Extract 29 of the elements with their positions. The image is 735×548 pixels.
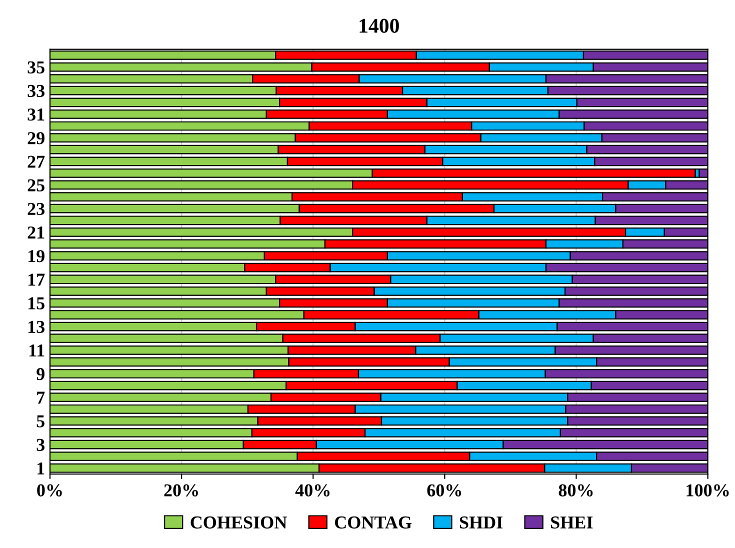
legend-label: SHEI xyxy=(551,516,593,529)
y-tick-label: 27 xyxy=(28,156,45,168)
y-tick-label: 9 xyxy=(36,368,44,380)
y-tick-label: 3 xyxy=(36,438,44,451)
x-tick-label: 80% xyxy=(558,484,593,497)
x-tick-label: 60% xyxy=(427,484,462,497)
y-tick-label: 15 xyxy=(28,297,44,310)
y-tick-label: 23 xyxy=(28,202,44,216)
x-tick-label: 100% xyxy=(686,484,729,497)
x-tick-label: 0% xyxy=(37,484,62,497)
y-tick-label: 29 xyxy=(28,132,44,144)
y-tick-label: 5 xyxy=(36,415,44,428)
y-tick-label: 31 xyxy=(28,108,44,121)
y-tick-label: 1 xyxy=(38,462,44,474)
y-tick-label: 33 xyxy=(28,84,44,98)
y-tick-label: 35 xyxy=(28,61,44,74)
y-tick-label: 21 xyxy=(28,226,44,238)
y-tick-label: 19 xyxy=(28,250,44,262)
y-tick-label: 13 xyxy=(28,320,44,333)
y-tick-label: 7 xyxy=(37,392,45,404)
x-tick-label: 20% xyxy=(164,484,198,497)
legend-label: SHDI xyxy=(460,516,503,529)
y-tick-label: 25 xyxy=(28,179,44,192)
x-tick-label: 40% xyxy=(295,484,330,497)
legend-label: CONTAG xyxy=(334,516,412,529)
chart-title: 1400 xyxy=(360,18,399,33)
y-tick-label: 11 xyxy=(30,344,44,356)
y-tick-label: 17 xyxy=(28,274,45,286)
legend-label: COHESION xyxy=(190,516,287,529)
